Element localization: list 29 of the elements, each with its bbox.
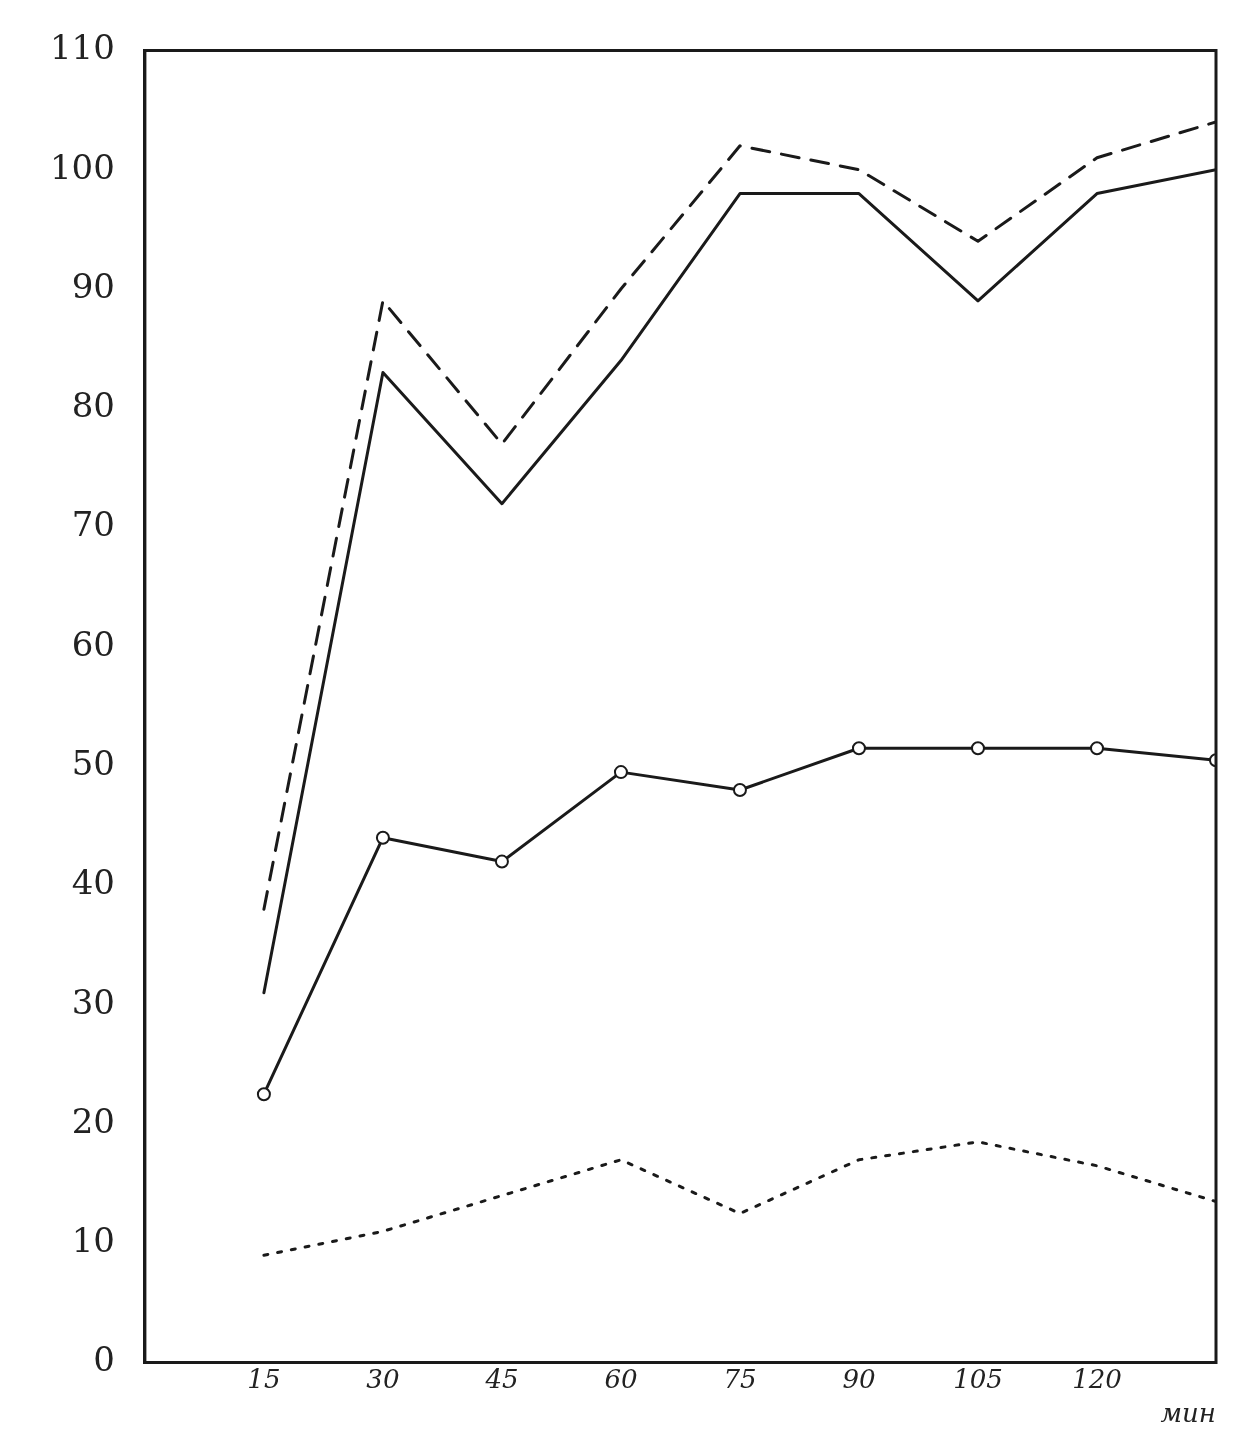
x-tick-label: 75 [723, 1363, 757, 1394]
y-tick-label: 100 [49, 146, 115, 187]
x-tick-label: 15 [247, 1363, 281, 1394]
y-tick-label: 110 [49, 27, 115, 68]
y-tick-label: 40 [71, 862, 115, 903]
y-tick-label: 90 [71, 265, 115, 306]
y-tick-label: 80 [71, 385, 115, 426]
y-tick-label: 30 [71, 981, 115, 1022]
x-tick-label: 45 [484, 1363, 519, 1394]
x-axis-title: мин [1160, 1398, 1216, 1429]
y-tick-label: 0 [93, 1339, 115, 1380]
point [613, 765, 628, 780]
point [970, 741, 985, 756]
y-tick-label: 70 [71, 504, 115, 545]
y-tick-label: 20 [71, 1100, 115, 1141]
point [256, 1087, 271, 1102]
y-tick-label: 50 [71, 742, 115, 783]
x-tick-label: 90 [842, 1363, 876, 1394]
point [851, 741, 866, 756]
x-tick-label: 105 [953, 1363, 1003, 1394]
x-tick-label: 60 [604, 1363, 638, 1394]
x-tick-label: 120 [1072, 1363, 1122, 1394]
point [1089, 741, 1104, 756]
point [494, 854, 509, 869]
x-tick-label: 30 [366, 1363, 400, 1394]
point [732, 783, 747, 797]
y-tick-label: 60 [71, 623, 115, 664]
point [375, 830, 390, 845]
y-tick-label: 10 [71, 1220, 115, 1261]
